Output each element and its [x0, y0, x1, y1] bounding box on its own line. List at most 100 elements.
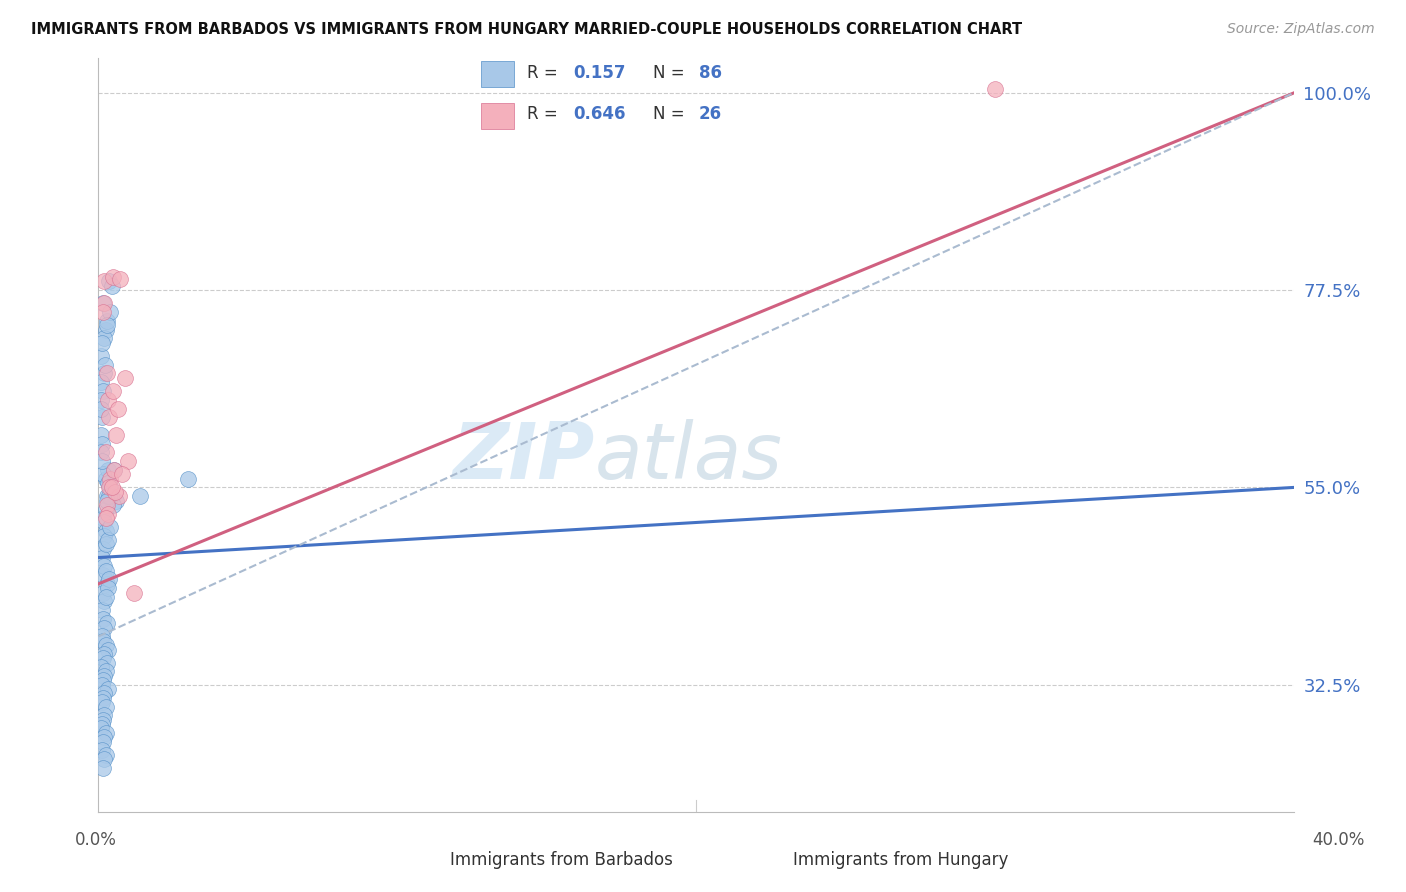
Point [91, 568, 114, 582]
Point [94, 502, 117, 516]
Point [100, 489, 122, 503]
Point [91, 454, 114, 468]
Text: 0.0%: 0.0% [75, 831, 117, 849]
Point [90, 349, 112, 363]
Point [91, 296, 114, 310]
Point [97, 275, 120, 289]
Point [107, 401, 129, 416]
Point [94, 699, 117, 714]
Point [98, 472, 122, 486]
Text: 0.646: 0.646 [574, 105, 626, 123]
Point [117, 454, 139, 468]
Point [114, 371, 136, 385]
Point [90, 376, 112, 390]
Point [91, 436, 114, 450]
Point [101, 270, 124, 285]
Point [93, 708, 115, 723]
Point [91, 467, 114, 482]
Bar [481, 61, 515, 87]
Point [111, 467, 134, 482]
Point [94, 524, 117, 539]
Point [90, 445, 112, 459]
Point [98, 410, 121, 425]
Point [94, 537, 117, 551]
Text: R =: R = [527, 64, 558, 82]
Point [94, 564, 117, 578]
Point [98, 305, 122, 319]
Point [105, 427, 128, 442]
Point [93, 621, 115, 635]
Point [91, 695, 114, 709]
Point [91, 651, 114, 665]
Point [94, 358, 117, 372]
Point [97, 533, 120, 547]
Text: Source: ZipAtlas.com: Source: ZipAtlas.com [1227, 22, 1375, 37]
Text: N =: N = [652, 64, 685, 82]
Point [91, 717, 114, 731]
Point [91, 335, 114, 350]
Point [97, 463, 120, 477]
Point [91, 541, 114, 556]
Point [96, 318, 118, 333]
Point [97, 392, 120, 407]
Point [96, 314, 118, 328]
Point [100, 480, 122, 494]
Text: 0.157: 0.157 [574, 64, 626, 82]
Point [96, 498, 118, 512]
Text: atlas: atlas [595, 419, 782, 495]
Point [91, 761, 114, 775]
Point [94, 323, 117, 337]
Point [93, 296, 115, 310]
Point [91, 734, 114, 748]
Point [97, 642, 120, 657]
Text: N =: N = [652, 105, 685, 123]
Point [984, 81, 1007, 95]
Point [103, 463, 125, 477]
Point [108, 272, 131, 286]
Point [101, 498, 124, 512]
Point [90, 722, 112, 736]
Point [91, 673, 114, 688]
Text: Immigrants from Hungary: Immigrants from Hungary [793, 851, 1008, 869]
Point [91, 585, 114, 599]
Point [94, 665, 117, 679]
Point [93, 367, 115, 381]
Point [98, 480, 121, 494]
Point [94, 726, 117, 740]
Point [94, 472, 117, 486]
Point [93, 647, 115, 661]
Point [93, 686, 115, 700]
Point [124, 585, 146, 599]
Text: 86: 86 [699, 64, 723, 82]
Point [94, 511, 117, 525]
Point [107, 489, 129, 503]
Point [96, 616, 118, 631]
Text: Immigrants from Barbados: Immigrants from Barbados [450, 851, 673, 869]
Point [93, 559, 115, 574]
Point [93, 752, 115, 766]
Point [105, 493, 128, 508]
Bar [481, 103, 515, 129]
Text: 40.0%: 40.0% [1312, 831, 1365, 849]
Point [91, 305, 114, 319]
Point [97, 507, 120, 521]
Text: R =: R = [527, 105, 558, 123]
Point [93, 331, 115, 345]
Point [94, 590, 117, 604]
Point [96, 577, 118, 591]
Point [96, 493, 118, 508]
Point [94, 445, 117, 459]
Point [91, 743, 114, 757]
Point [101, 384, 124, 398]
Point [103, 463, 125, 477]
Point [98, 520, 122, 534]
Point [91, 690, 114, 705]
Point [98, 480, 121, 494]
Point [90, 660, 112, 674]
Point [97, 476, 120, 491]
Text: IMMIGRANTS FROM BARBADOS VS IMMIGRANTS FROM HUNGARY MARRIED-COUPLE HOUSEHOLDS CO: IMMIGRANTS FROM BARBADOS VS IMMIGRANTS F… [31, 22, 1022, 37]
Point [93, 528, 115, 542]
Point [96, 656, 118, 670]
Point [90, 401, 112, 416]
Point [98, 489, 121, 503]
